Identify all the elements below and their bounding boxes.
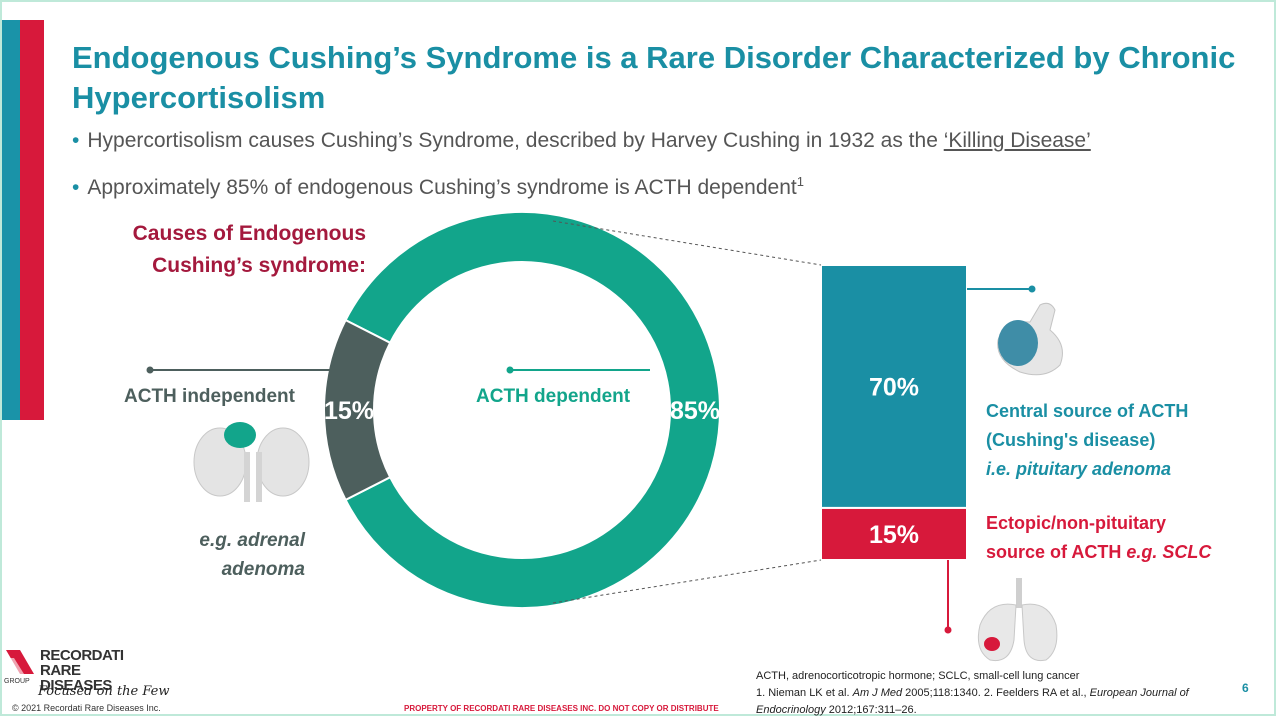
chart-title-line-2: Cushing’s syndrome: — [152, 254, 366, 277]
donut-value-label: 85% — [670, 397, 720, 425]
page-number: 6 — [1242, 681, 1249, 695]
central-source-label: Central source of ACTH (Cushing's diseas… — [986, 397, 1188, 484]
ref-1-journal: Am J Med — [852, 687, 903, 699]
chart-title: Causes of Endogenous Cushing’s syndrome: — [133, 218, 366, 282]
acth-dependent-leader-dot — [506, 366, 514, 374]
bullet-text: Approximately 85% of endogenous Cushing’… — [87, 176, 797, 199]
logo-line-2: RARE DISEASES — [40, 662, 112, 694]
ectopic-source-label: Ectopic/non-pituitary source of ACTH e.g… — [986, 509, 1211, 567]
property-notice: PROPERTY OF RECORDATI RARE DISEASES INC.… — [404, 704, 719, 713]
ref-2-journal: European Journal of Endocrinology — [756, 687, 1189, 716]
killing-disease-link: ‘Killing Disease’ — [943, 129, 1091, 152]
bullet-item-1: • Hypercortisolism causes Cushing’s Syndr… — [72, 124, 1272, 158]
chart-title-line-1: Causes of Endogenous — [132, 222, 366, 245]
ectopic-leader-dot — [944, 626, 952, 634]
logo-group-text: GROUP — [4, 678, 30, 685]
bullet-dot: • — [72, 129, 80, 152]
ref-1-prefix: 1. Nieman LK et al. — [756, 687, 853, 699]
citation-superscript: 1 — [796, 174, 804, 189]
bullet-item-2: • Approximately 85% of endogenous Cushing… — [72, 165, 1272, 205]
bar-value-label: 15% — [869, 521, 919, 549]
bullet-dot: • — [72, 176, 80, 199]
acth-independent-leader-dot — [146, 366, 154, 374]
left-accent-bar-teal — [2, 20, 20, 420]
donut-slice-acth-independent — [323, 318, 392, 502]
central-line-1: Central source of ACTH — [986, 401, 1189, 421]
bar-segment-ectopic — [820, 506, 968, 561]
stacked-bar-chart: 70% 15% — [820, 264, 968, 561]
example-line-2: adenoma — [221, 559, 305, 580]
logo-text: RECORDATI RARE DISEASES — [40, 648, 124, 693]
donut-value-label: 15% — [324, 397, 374, 425]
left-accent-bar-red — [20, 20, 44, 420]
donut-chart: 85% 15% — [323, 211, 721, 609]
central-leader-dot — [1028, 285, 1036, 293]
bar-value-label: 70% — [869, 373, 919, 401]
donut-slice-acth-dependent — [344, 211, 721, 609]
chart-connectors — [146, 220, 1036, 634]
ectopic-line-2-text: source of ACTH — [986, 542, 1127, 562]
bullet-list: • Hypercortisolism causes Cushing’s Syndr… — [72, 124, 1272, 212]
acth-independent-label: ACTH independent — [124, 386, 295, 407]
reference-citations: 1. Nieman LK et al. Am J Med 2005;118:13… — [756, 685, 1256, 719]
logo-tagline: Focused on the Few — [38, 684, 170, 699]
ref-1-suffix: 2005;118:1340. 2. Feelders RA et al., — [902, 687, 1090, 699]
example-line-1: e.g. adrenal — [199, 530, 305, 551]
reference-abbreviations: ACTH, adrenocorticotropic hormone; SCLC,… — [756, 670, 1080, 682]
ectopic-line-2: source of ACTH e.g. SCLC — [986, 538, 1211, 567]
ectopic-line-1: Ectopic/non-pituitary — [986, 513, 1166, 533]
adrenal-adenoma-example: e.g. adrenal adenoma — [199, 526, 305, 584]
lungs-icon — [977, 578, 1058, 662]
slide-title: Endogenous Cushing’s Syndrome is a Rare … — [72, 40, 1236, 115]
illustration-icons — [193, 302, 1063, 662]
bar-segment-central — [820, 264, 968, 509]
copyright-notice: © 2021 Recordati Rare Diseases Inc. — [12, 703, 161, 713]
references: ACTH, adrenocorticotropic hormone; SCLC,… — [756, 668, 1256, 719]
acth-dependent-label: ACTH dependent — [476, 386, 631, 407]
central-line-2: (Cushing's disease) — [986, 430, 1156, 450]
pituitary-gland-icon — [997, 302, 1063, 376]
logo-mark-icon — [6, 650, 34, 674]
adrenal-kidney-icon — [193, 422, 310, 502]
logo-line-1: RECORDATI — [40, 647, 124, 664]
bullet-text: Hypercortisolism causes Cushing’s Syndro… — [87, 129, 944, 152]
ectopic-example: e.g. SCLC — [1126, 542, 1212, 562]
central-line-3: i.e. pituitary adenoma — [986, 459, 1172, 479]
ref-2-suffix: 2012;167:311–26. — [825, 704, 917, 716]
